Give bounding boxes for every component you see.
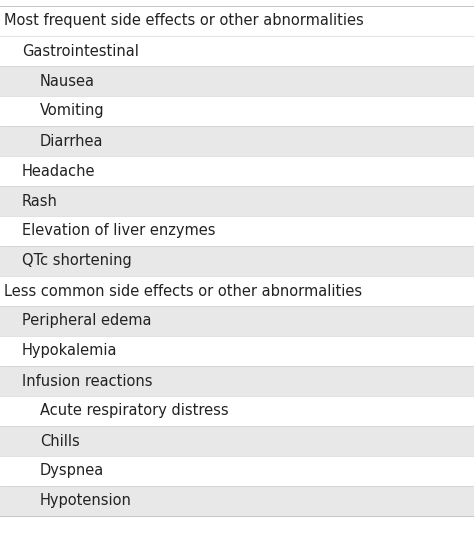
Bar (0, 486, 474, 516)
Text: Dyspnea: Dyspnea (40, 463, 104, 479)
Text: Infusion reactions: Infusion reactions (22, 374, 153, 388)
Bar (0, 186, 474, 216)
Bar (0, 156, 474, 186)
Bar (0, 456, 474, 486)
Text: Acute respiratory distress: Acute respiratory distress (40, 404, 228, 418)
Bar (0, 126, 474, 156)
Text: Nausea: Nausea (40, 73, 95, 89)
Bar (0, 96, 474, 126)
Bar (0, 6, 474, 36)
Bar (0, 426, 474, 456)
Text: Less common side effects or other abnormalities: Less common side effects or other abnorm… (4, 283, 362, 299)
Text: Most frequent side effects or other abnormalities: Most frequent side effects or other abno… (4, 14, 364, 28)
Text: Peripheral edema: Peripheral edema (22, 313, 152, 329)
Text: Elevation of liver enzymes: Elevation of liver enzymes (22, 224, 216, 238)
Bar (0, 306, 474, 336)
Text: Vomiting: Vomiting (40, 103, 105, 119)
Bar (0, 66, 474, 96)
Text: Diarrhea: Diarrhea (40, 133, 103, 149)
Bar (0, 336, 474, 366)
Bar (0, 276, 474, 306)
Bar (0, 36, 474, 66)
Text: Chills: Chills (40, 434, 80, 448)
Text: Hypotension: Hypotension (40, 493, 132, 509)
Text: Gastrointestinal: Gastrointestinal (22, 44, 139, 59)
Text: Hypokalemia: Hypokalemia (22, 343, 118, 358)
Bar (0, 396, 474, 426)
Bar (0, 366, 474, 396)
Text: Rash: Rash (22, 194, 58, 208)
Text: QTc shortening: QTc shortening (22, 254, 132, 269)
Bar (0, 216, 474, 246)
Bar (0, 246, 474, 276)
Text: Headache: Headache (22, 164, 95, 178)
